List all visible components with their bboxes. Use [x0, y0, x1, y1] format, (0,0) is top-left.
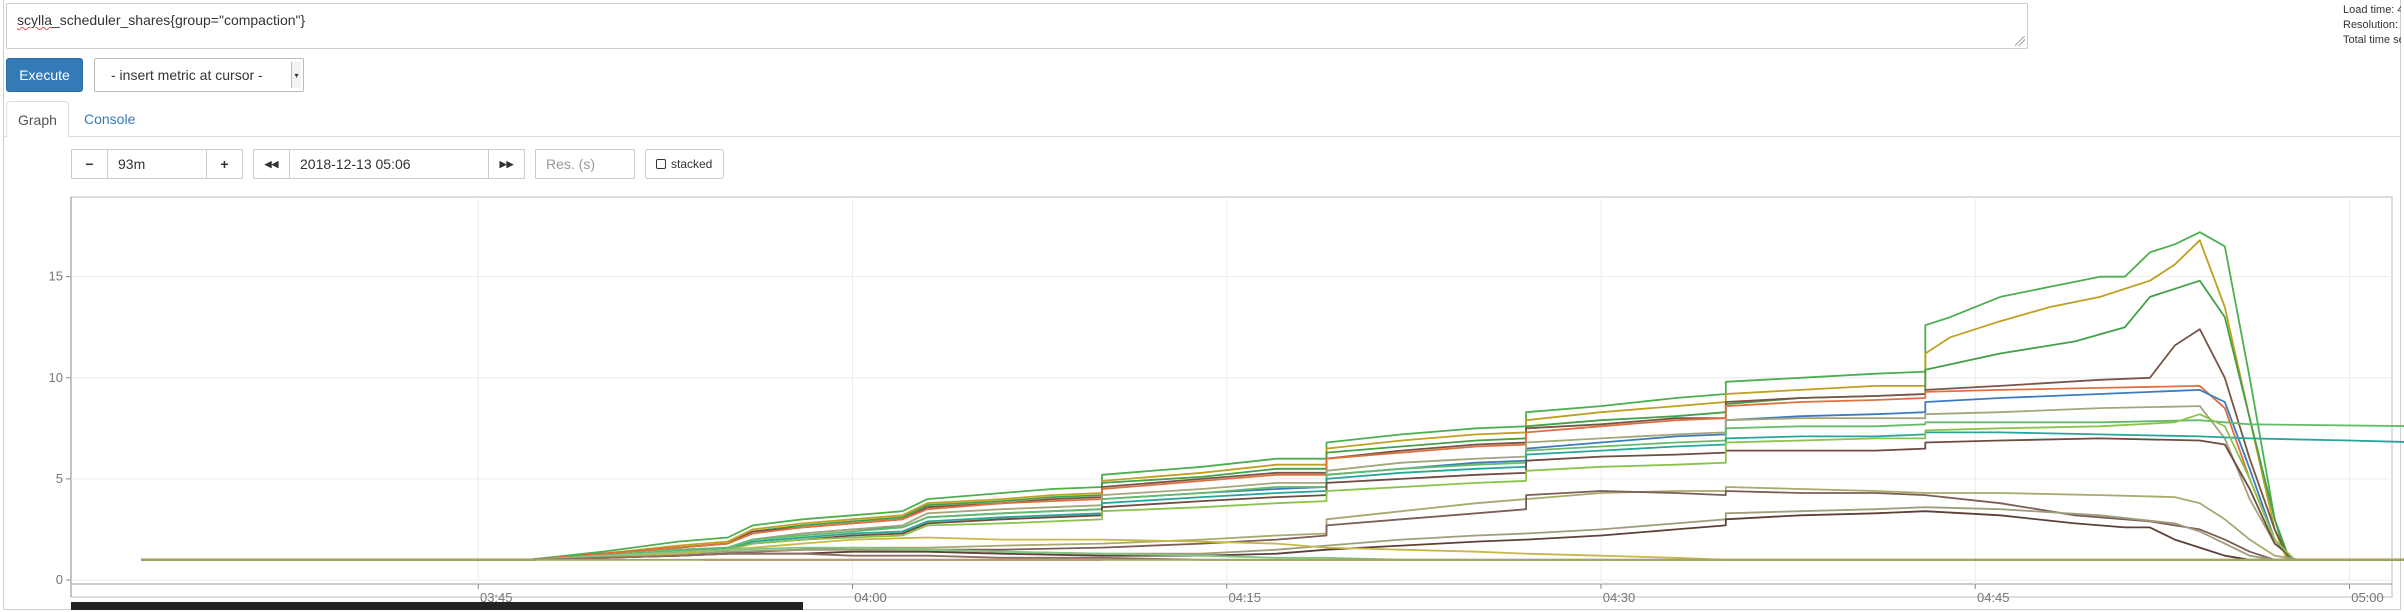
total-time: Total time se	[2343, 34, 2401, 46]
expression-input[interactable]: scylla_scheduler_shares{group="compactio…	[6, 3, 2028, 49]
series-line-1[interactable]	[141, 231, 2404, 561]
expression-prefix: scylla	[17, 12, 53, 28]
main-panel	[3, 0, 2401, 610]
series-line-11[interactable]	[141, 413, 2404, 561]
graph-scrollbar[interactable]	[71, 602, 803, 610]
y-tick-label: 5	[56, 471, 63, 486]
tab-graph[interactable]: Graph	[6, 101, 69, 138]
resize-grip-icon[interactable]	[2015, 36, 2025, 46]
series-line-9[interactable]	[353, 431, 2404, 561]
fast-forward-icon: ▶▶	[499, 158, 514, 169]
stacked-label: stacked	[671, 157, 713, 171]
range-increase-button[interactable]: +	[206, 149, 243, 179]
x-tick-label: 04:00	[854, 590, 887, 602]
end-time-forward-button[interactable]: ▶▶	[488, 149, 525, 179]
series-line-5[interactable]	[141, 385, 2404, 561]
resolution-stat: Resolution: 2	[2343, 19, 2401, 31]
series-line-16[interactable]	[141, 536, 2404, 561]
end-time-input[interactable]: 2018-12-13 05:06	[289, 149, 489, 179]
series-line-18[interactable]	[141, 552, 2404, 561]
graph-series	[141, 231, 2404, 561]
plus-icon: +	[220, 156, 229, 172]
metric-graph[interactable]: 0 5 10 15 03:45 04:00 04:15 04:30 04:45 05:00	[0, 190, 2404, 602]
series-line-10[interactable]	[141, 437, 2404, 561]
x-tick-label: 04:30	[1603, 590, 1636, 602]
resolution-input[interactable]: Res. (s)	[535, 149, 635, 179]
series-line-14[interactable]	[141, 506, 2404, 561]
graph-axis-labels: 0 5 10 15 03:45 04:00 04:15 04:30 04:45 05:00	[49, 269, 2384, 602]
checkbox-icon	[656, 159, 666, 169]
rewind-icon: ◀◀	[264, 158, 279, 169]
y-tick-label: 10	[49, 370, 63, 385]
tab-console[interactable]: Console	[84, 111, 136, 127]
execute-button[interactable]: Execute	[6, 58, 83, 92]
series-line-8[interactable]	[141, 419, 2404, 561]
y-tick-label: 0	[56, 572, 63, 587]
series-line-7[interactable]	[141, 405, 2404, 561]
range-decrease-button[interactable]: −	[71, 149, 108, 179]
y-tick-label: 15	[49, 269, 63, 284]
stacked-toggle-button[interactable]: stacked	[645, 149, 724, 179]
chevron-down-icon: ▾	[291, 62, 301, 88]
series-line-3[interactable]	[141, 279, 2404, 561]
series-line-4[interactable]	[141, 328, 2404, 561]
expression-rest: _scheduler_shares{group="compaction"}	[52, 12, 306, 28]
minus-icon: −	[85, 156, 94, 172]
end-time-back-button[interactable]: ◀◀	[253, 149, 290, 179]
metric-select-value: - insert metric at cursor -	[111, 67, 263, 83]
series-line-17[interactable]	[141, 546, 2404, 561]
load-time: Load time: 4	[2343, 4, 2401, 16]
range-input[interactable]: 93m	[107, 149, 207, 179]
insert-metric-select[interactable]: - insert metric at cursor - ▾	[94, 58, 304, 92]
x-tick-label: 05:00	[2351, 590, 2384, 602]
tab-bar: Graph Console	[4, 101, 2400, 138]
x-tick-label: 04:45	[1977, 590, 2010, 602]
query-stats: Load time: 4 Resolution: 2 Total time se	[2343, 3, 2401, 48]
x-tick-label: 04:15	[1228, 590, 1261, 602]
x-tick-label: 03:45	[480, 590, 513, 602]
series-line-2[interactable]	[141, 239, 2404, 561]
graph-grid	[66, 196, 2393, 598]
